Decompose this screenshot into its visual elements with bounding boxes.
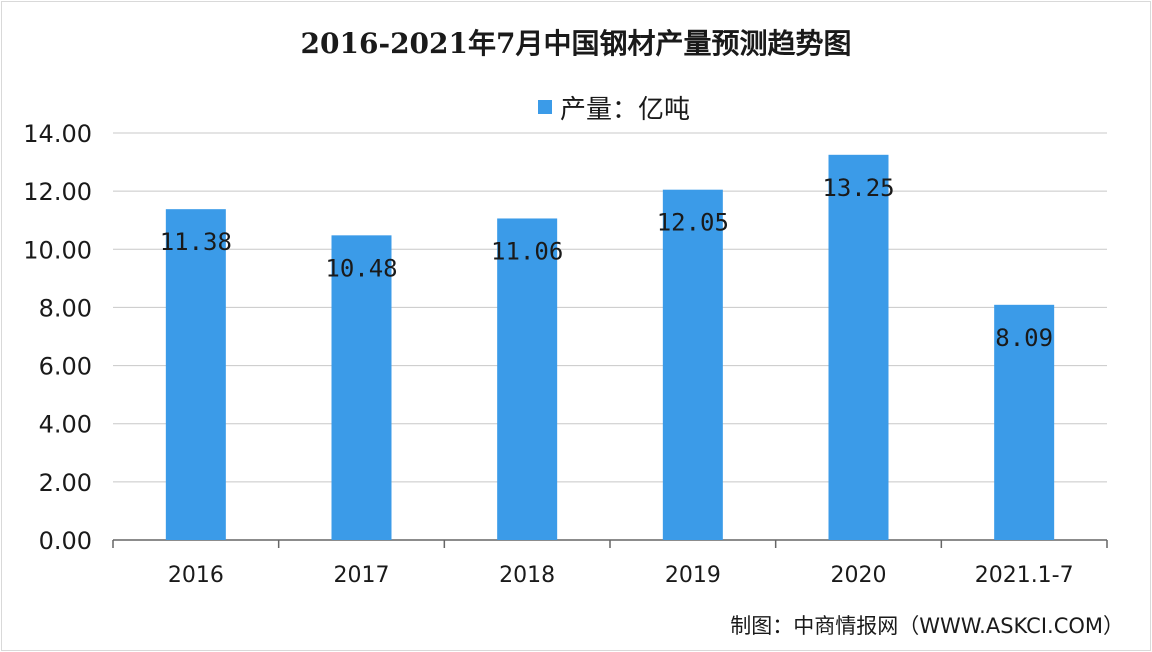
- y-tick-label: 4.00: [39, 411, 92, 439]
- bar: [165, 209, 226, 540]
- source-note: 制图：中商情报网（WWW.ASKCI.COM）: [730, 614, 1124, 638]
- chart-title: 2016-2021年7月中国钢材产量预测趋势图: [300, 27, 852, 60]
- data-label: 11.06: [491, 237, 563, 265]
- data-label: 12.05: [657, 209, 729, 237]
- y-tick-label: 12.00: [23, 178, 92, 206]
- bar: [331, 235, 392, 540]
- data-label: 8.09: [995, 324, 1053, 352]
- data-label: 13.25: [822, 174, 894, 202]
- y-tick-label: 0.00: [39, 527, 92, 555]
- y-tick-label: 2.00: [39, 469, 92, 497]
- bar: [662, 189, 723, 541]
- bar: [497, 218, 558, 540]
- legend: 产量：亿吨: [538, 90, 691, 125]
- bar: [994, 304, 1055, 540]
- y-tick-label: 8.00: [39, 294, 92, 322]
- x-tick-label: 2017: [334, 563, 390, 588]
- legend-label: 产量：亿吨: [560, 94, 691, 125]
- y-tick-label: 14.00: [23, 120, 92, 148]
- x-tick-label: 2019: [665, 563, 721, 588]
- x-tick-label: 2020: [831, 563, 887, 588]
- x-tick-label: 2018: [499, 563, 555, 588]
- data-label: 11.38: [160, 228, 232, 256]
- bar: [828, 154, 889, 540]
- x-tick-label: 2016: [168, 563, 224, 588]
- y-tick-label: 6.00: [39, 353, 92, 381]
- data-label: 10.48: [325, 254, 397, 282]
- legend-swatch: [538, 100, 552, 114]
- y-tick-label: 10.00: [23, 236, 92, 264]
- x-tick-label: 2021.1-7: [975, 563, 1074, 588]
